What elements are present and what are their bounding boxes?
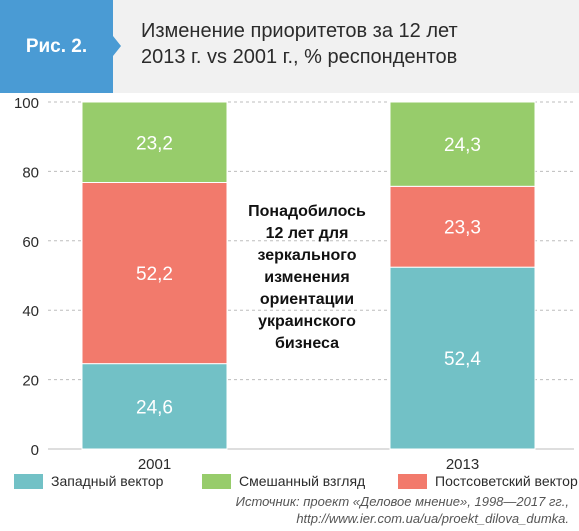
figure-label: Рис. 2.: [25, 35, 88, 57]
chart-title-line-2: 2013 г. vs 2001 г., % респондентов: [141, 46, 458, 68]
y-axis-ticks: 0 20 40 60 80 100: [14, 95, 39, 459]
legend-label: Постсоветский вектор: [435, 473, 578, 489]
legend-item: Смешанный взгляд: [202, 470, 365, 492]
annotation-line: ориентации: [260, 291, 354, 308]
bar-segment: [81, 101, 228, 184]
chart-title: Изменение приоритетов за 12 лет 2013 г. …: [141, 18, 571, 70]
bar-value-label: 52,4: [444, 349, 481, 370]
y-tick-label: 80: [22, 164, 39, 181]
source-note: Источник: проект «Деловое мнение», 1998—…: [236, 493, 569, 527]
figure-header: Рис. 2. Изменение приоритетов за 12 лет …: [0, 0, 579, 93]
y-tick-label: 40: [22, 303, 39, 320]
annotation-line: украинского: [258, 313, 356, 330]
x-tick-label: 2013: [446, 456, 479, 470]
y-tick-label: 0: [31, 442, 39, 459]
bar-segment: [389, 185, 536, 268]
annotation-line: бизнеса: [275, 335, 339, 352]
bar-value-labels: 24,6 52,2 23,2 52,4 23,3 24,3: [136, 133, 481, 418]
legend-item: Западный вектор: [14, 470, 163, 492]
legend-label: Западный вектор: [51, 473, 164, 489]
x-axis-ticks: 2001 2013: [138, 456, 479, 470]
bar-value-label: 23,3: [444, 218, 481, 239]
source-line-2: http://www.ier.com.ua/ua/proekt_dilova_d…: [296, 511, 569, 526]
chart-title-line-1: Изменение приоритетов за 12 лет: [141, 20, 458, 42]
chart-legend: Западный вектор Смешанный взгляд Постсовет…: [0, 470, 579, 492]
legend-item: Постсоветский вектор: [398, 470, 578, 492]
bar-value-label: 24,3: [444, 135, 481, 156]
source-line-1: Источник: проект «Деловое мнение», 1998—…: [235, 494, 569, 509]
bar-segment: [81, 363, 228, 450]
y-tick-label: 100: [14, 95, 39, 112]
legend-swatch: [14, 473, 43, 489]
legend-label: Смешанный взгляд: [239, 473, 366, 489]
annotation-line: изменения: [264, 269, 350, 286]
bar-value-label: 52,2: [136, 264, 173, 285]
bar-value-label: 23,2: [136, 133, 173, 154]
y-tick-label: 20: [22, 373, 39, 390]
legend-swatch: [202, 473, 231, 489]
bar-value-label: 24,6: [136, 397, 173, 418]
annotation-line: 12 лет для: [266, 225, 349, 242]
stacked-bar-chart: 0 20 40 60 80 100 24,6 52,2 23,2 52,4 23,3 24,3 20…: [14, 95, 574, 470]
y-tick-label: 60: [22, 234, 39, 251]
badge-shape: [0, 0, 121, 93]
bar-segment: [389, 266, 536, 450]
figure-badge: Рис. 2.: [0, 0, 121, 93]
legend-swatch: [398, 473, 427, 489]
x-tick-label: 2001: [138, 456, 171, 470]
annotation-line: зеркального: [258, 247, 357, 264]
bars: [81, 101, 536, 450]
annotation-line: Понадобилось: [248, 203, 366, 220]
bar-segment: [389, 101, 536, 187]
chart-annotation: Понадобилось 12 лет для зеркального изменен…: [248, 203, 366, 352]
